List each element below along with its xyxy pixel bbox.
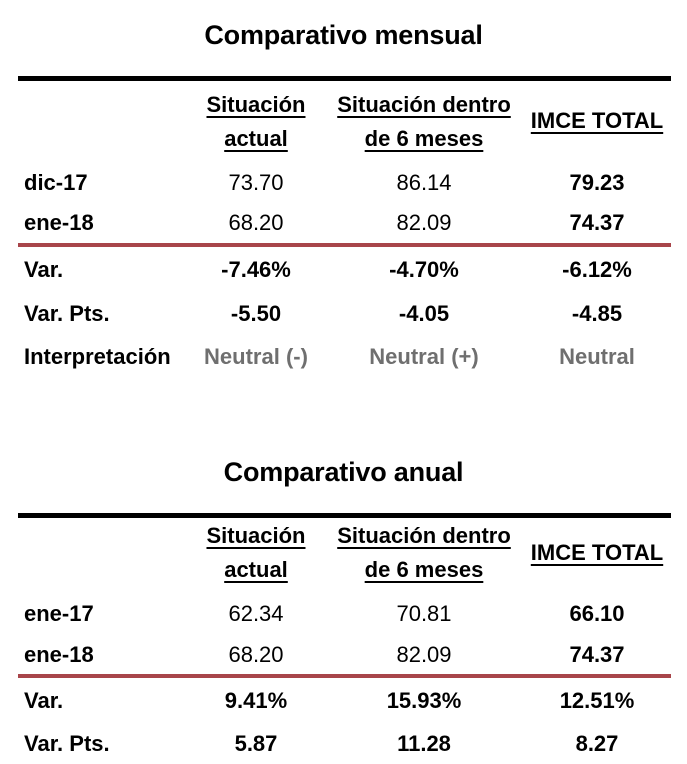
row-label: Var. Pts. [24,301,110,326]
cell-imce-total: 74.37 [569,210,625,235]
annual-row-var: Var. 9.41% 15.93% 12.51% [0,681,687,721]
row-label: ene-17 [24,601,94,626]
monthly-row-dic-17: dic-17 73.70 86.14 79.23 [0,163,687,203]
monthly-separator [18,243,671,247]
row-label: Var. [24,688,64,713]
cell-imce-total: -6.12% [562,257,632,282]
monthly-row-ene-18: ene-18 68.20 82.09 74.37 [0,203,687,243]
cell-situacion-actual: 5.87 [234,731,278,756]
monthly-header-imce-total: IMCE TOTAL [530,108,664,133]
row-label: Var. Pts. [24,731,110,756]
cell-situacion-actual: 62.34 [228,601,284,626]
cell-situacion-actual: 68.20 [228,210,284,235]
monthly-title: Comparativo mensual [204,20,483,50]
annual-header-imce-total: IMCE TOTAL [530,540,664,565]
cell-situacion-6-meses: 15.93% [386,688,462,713]
cell-situacion-6-meses: 82.09 [396,210,452,235]
annual-top-rule [18,513,671,518]
annual-header-situacion-6-meses: Situación dentro de 6 meses [337,523,511,582]
monthly-top-rule [18,76,671,81]
annual-separator [18,674,671,678]
cell-situacion-6-meses: 82.09 [396,642,452,667]
cell-situacion-actual: 9.41% [224,688,288,713]
row-label: ene-18 [24,210,94,235]
cell-situacion-actual: -7.46% [221,257,291,282]
cell-situacion-actual: 73.70 [228,170,284,195]
annual-title: Comparativo anual [223,457,464,487]
cell-situacion-6-meses: 11.28 [397,731,451,756]
row-label: Var. [24,257,64,282]
annual-row-ene-18: ene-18 68.20 82.09 74.37 [0,635,687,675]
cell-situacion-6-meses: 86.14 [396,170,452,195]
row-label: ene-18 [24,642,94,667]
cell-imce-total: 8.27 [575,731,619,756]
annual-row-ene-17: ene-17 62.34 70.81 66.10 [0,594,687,634]
monthly-header-situacion-actual: Situación actual [206,92,306,151]
cell-imce-total: -4.85 [571,301,623,326]
cell-situacion-actual: -5.50 [230,301,282,326]
cell-imce-total: Neutral [559,344,635,369]
cell-situacion-6-meses: Neutral (+) [369,344,479,369]
cell-situacion-actual: 68.20 [228,642,284,667]
cell-imce-total: 74.37 [569,642,625,667]
row-label: dic-17 [24,170,88,195]
monthly-header-situacion-6-meses: Situación dentro de 6 meses [337,92,511,151]
cell-situacion-actual: Neutral (-) [204,344,308,369]
cell-imce-total: 66.10 [569,601,625,626]
cell-situacion-6-meses: -4.70% [389,257,459,282]
monthly-row-interpretacion: Interpretación Neutral (-) Neutral (+) N… [0,337,687,377]
cell-situacion-6-meses: 70.81 [396,601,452,626]
cell-imce-total: 79.23 [569,170,625,195]
monthly-row-var-pts: Var. Pts. -5.50 -4.05 -4.85 [0,294,687,334]
monthly-row-var: Var. -7.46% -4.70% -6.12% [0,250,687,290]
cell-imce-total: 12.51% [559,688,635,713]
cell-situacion-6-meses: -4.05 [398,301,450,326]
row-label: Interpretación [24,344,171,369]
annual-row-var-pts: Var. Pts. 5.87 11.28 8.27 [0,724,687,764]
annual-header-situacion-actual: Situación actual [206,523,306,582]
